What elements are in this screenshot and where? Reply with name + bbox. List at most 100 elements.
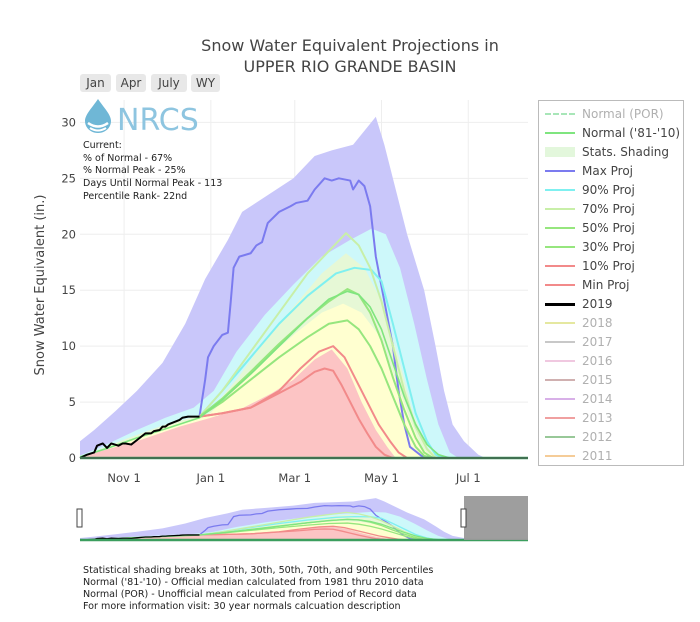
legend-swatch xyxy=(542,431,578,443)
legend-item-2014[interactable]: 2014 xyxy=(539,389,683,408)
x-tick-label: Jul 1 xyxy=(455,471,481,485)
legend-item-min-proj[interactable]: Min Proj xyxy=(539,275,683,294)
y-tick-label: 0 xyxy=(69,451,76,465)
legend-item-30-proj[interactable]: 30% Proj xyxy=(539,237,683,256)
legend-label: 50% Proj xyxy=(582,220,635,235)
legend-swatch xyxy=(542,203,578,215)
legend-swatch xyxy=(542,222,578,234)
range-slider-outside-mask xyxy=(464,496,528,540)
legend-label: Stats. Shading xyxy=(582,144,670,159)
nrcs-logo: NRCS xyxy=(85,99,199,138)
footnote-shading: Statistical shading breaks at 10th, 30th… xyxy=(83,565,434,576)
legend-swatch xyxy=(542,450,578,462)
series-max-proj xyxy=(198,177,528,459)
legend-label: 2018 xyxy=(582,315,613,330)
range-button-jan[interactable]: Jan xyxy=(80,74,111,92)
legend-swatch xyxy=(542,184,578,196)
legend-item-2015[interactable]: 2015 xyxy=(539,370,683,389)
legend-item-2017[interactable]: 2017 xyxy=(539,332,683,351)
legend-item-90-proj[interactable]: 90% Proj xyxy=(539,180,683,199)
logo-wave xyxy=(89,127,107,132)
range-slider-handle-left[interactable] xyxy=(76,508,83,528)
chart-title-line2: UPPER RIO GRANDE BASIN xyxy=(244,57,457,76)
plot-area: 0 5 10 15 20 25 30 Nov 1 Jan 1 Mar 1 May 1 Jul 1 xyxy=(61,100,528,485)
legend-swatch xyxy=(542,298,578,310)
footnote-more-info: For more information visit: 30 year norm… xyxy=(83,601,401,612)
legend-label: Normal (POR) xyxy=(582,106,664,121)
legend-item-normal-por[interactable]: Normal (POR) xyxy=(539,104,683,123)
x-tick-label: Jan 1 xyxy=(195,471,225,485)
current-info-heading: Current: xyxy=(83,140,122,151)
legend-label: Normal ('81-'10) xyxy=(582,125,681,140)
legend-label: Max Proj xyxy=(582,163,633,178)
range-slider-handle-right[interactable] xyxy=(460,508,467,528)
range-button-july[interactable]: July xyxy=(151,74,187,92)
series-30-proj xyxy=(198,319,528,459)
legend-swatch xyxy=(542,393,578,405)
legend-item-70-proj[interactable]: 70% Proj xyxy=(539,199,683,218)
legend-swatch xyxy=(542,146,578,158)
legend-swatch xyxy=(542,108,578,120)
logo-wave xyxy=(87,121,109,128)
legend-item-max-proj[interactable]: Max Proj xyxy=(539,161,683,180)
y-tick-label: 30 xyxy=(61,115,76,129)
legend-label: 2017 xyxy=(582,334,613,349)
legend-item-2011[interactable]: 2011 xyxy=(539,446,683,465)
series-70-proj xyxy=(198,232,528,459)
chart-legend: Normal (POR) Normal ('81-'10) Stats. Shadi… xyxy=(538,100,684,466)
y-tick-label: 10 xyxy=(61,339,76,353)
legend-label: 2015 xyxy=(582,372,613,387)
legend-item-2016[interactable]: 2016 xyxy=(539,351,683,370)
info-days-until-peak: Days Until Normal Peak - 113 xyxy=(83,178,223,190)
range-button-wy[interactable]: WY xyxy=(191,74,220,92)
legend-swatch xyxy=(542,165,578,177)
series-normal-81-10 xyxy=(79,290,528,459)
logo-text: NRCS xyxy=(117,103,199,138)
legend-item-2012[interactable]: 2012 xyxy=(539,427,683,446)
legend-item-2019[interactable]: 2019 xyxy=(539,294,683,313)
legend-item-10-proj[interactable]: 10% Proj xyxy=(539,256,683,275)
legend-label: 90% Proj xyxy=(582,182,635,197)
current-info: Current: % of Normal - 67% % Normal Peak… xyxy=(83,140,222,204)
y-tick-label: 20 xyxy=(61,227,76,241)
legend-swatch xyxy=(542,317,578,329)
legend-label: Min Proj xyxy=(582,277,630,292)
legend-swatch xyxy=(542,412,578,424)
legend-item-normal-81-10[interactable]: Normal ('81-'10) xyxy=(539,123,683,142)
info-percent-normal: % of Normal - 67% xyxy=(83,152,173,164)
range-button-apr[interactable]: Apr xyxy=(116,74,146,92)
legend-item-2013[interactable]: 2013 xyxy=(539,408,683,427)
series-2019 xyxy=(79,415,200,459)
range-slider[interactable] xyxy=(76,496,528,542)
chart-footnotes: Statistical shading breaks at 10th, 30th… xyxy=(83,565,433,613)
legend-label: 70% Proj xyxy=(582,201,635,216)
legend-swatch xyxy=(542,260,578,272)
legend-label: 2014 xyxy=(582,391,613,406)
legend-swatch xyxy=(542,279,578,291)
slider-series-2019 xyxy=(79,534,200,541)
chart-title-line1: Snow Water Equivalent Projections in xyxy=(201,36,499,55)
x-tick-label: Nov 1 xyxy=(107,471,140,485)
legend-label: 30% Proj xyxy=(582,239,635,254)
slider-band-min-10-range xyxy=(80,526,528,540)
y-tick-label: 5 xyxy=(69,395,76,409)
legend-label: 2019 xyxy=(582,296,613,311)
legend-label: 2012 xyxy=(582,429,613,444)
legend-item-stats-shading[interactable]: Stats. Shading xyxy=(539,142,683,161)
legend-item-50-proj[interactable]: 50% Proj xyxy=(539,218,683,237)
legend-label: 2013 xyxy=(582,410,613,425)
legend-swatch xyxy=(542,336,578,348)
legend-item-2018[interactable]: 2018 xyxy=(539,313,683,332)
y-axis-label: Snow Water Equivalent (in.) xyxy=(33,195,48,376)
info-percent-normal-peak: % Normal Peak - 25% xyxy=(83,165,186,177)
legend-swatch xyxy=(542,374,578,386)
x-tick-label: May 1 xyxy=(364,471,399,485)
y-tick-label: 25 xyxy=(61,171,76,185)
footnote-normal-8110: Normal ('81-'10) - Official median calcu… xyxy=(83,577,424,588)
legend-swatch xyxy=(542,127,578,139)
footnote-normal-por: Normal (POR) - Unofficial mean calculate… xyxy=(83,589,417,600)
legend-swatch xyxy=(542,355,578,367)
legend-label: 2011 xyxy=(582,448,613,463)
slider-series-max-proj xyxy=(199,504,528,541)
